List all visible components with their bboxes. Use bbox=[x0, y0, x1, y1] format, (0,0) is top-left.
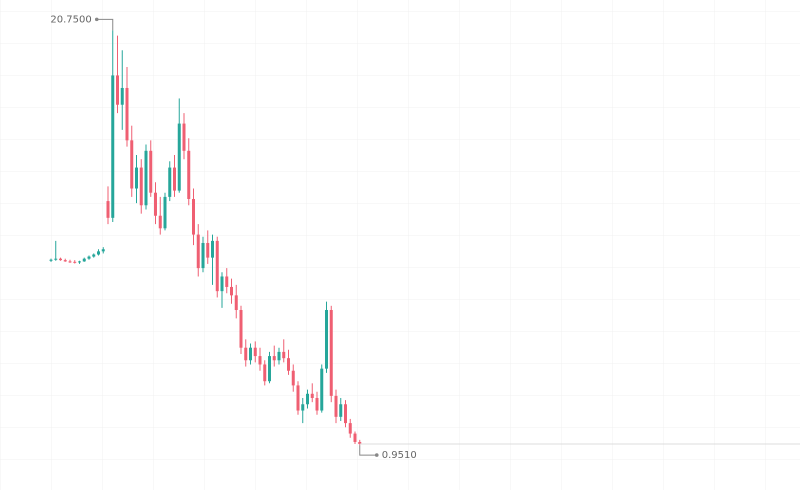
candle-body bbox=[258, 356, 262, 365]
candle-body bbox=[268, 356, 271, 382]
candle-body bbox=[339, 404, 343, 417]
candle-body bbox=[263, 364, 267, 382]
candle-body bbox=[101, 249, 105, 252]
candle-body bbox=[334, 395, 338, 417]
candle-body bbox=[239, 310, 243, 348]
candle-body bbox=[211, 240, 214, 258]
candle-body bbox=[301, 404, 305, 411]
candle-body bbox=[54, 258, 58, 260]
candle-body bbox=[296, 385, 300, 411]
candle-body bbox=[215, 240, 219, 292]
candle-body bbox=[325, 310, 328, 369]
candle-body bbox=[144, 150, 148, 206]
candle-body bbox=[315, 397, 319, 411]
candle-body bbox=[220, 276, 224, 292]
candle-body bbox=[73, 261, 77, 263]
candle-body bbox=[177, 123, 181, 191]
candle-body bbox=[201, 242, 205, 269]
low-dot bbox=[374, 453, 379, 457]
candle-body bbox=[168, 167, 172, 197]
candle-body bbox=[196, 234, 200, 269]
candle-body bbox=[49, 259, 53, 261]
candle-body bbox=[291, 370, 295, 386]
candle-body bbox=[87, 256, 91, 259]
candle-body bbox=[154, 192, 157, 216]
candle-body bbox=[244, 347, 248, 361]
candle-body bbox=[310, 393, 314, 398]
candle-body bbox=[59, 258, 62, 261]
candle-body bbox=[82, 258, 86, 262]
candle-body bbox=[125, 87, 129, 141]
candle-body bbox=[230, 286, 233, 296]
candle-body bbox=[106, 201, 110, 218]
candle-body bbox=[344, 404, 347, 424]
candle-body bbox=[97, 251, 100, 255]
candle-body bbox=[206, 242, 210, 258]
low-label: 0.9510 bbox=[382, 450, 417, 461]
candle-body bbox=[158, 215, 162, 229]
candle-body bbox=[120, 87, 124, 105]
high-marker bbox=[96, 18, 114, 31]
high-dot bbox=[94, 17, 99, 22]
candle-body bbox=[282, 351, 286, 359]
candle-body bbox=[272, 356, 276, 361]
candle-body bbox=[149, 150, 153, 193]
candle-body bbox=[173, 167, 176, 191]
candle-body bbox=[320, 368, 324, 411]
candle-body bbox=[329, 310, 333, 396]
candle-body bbox=[192, 198, 195, 235]
candle-body bbox=[277, 351, 281, 361]
candle-body bbox=[182, 123, 186, 151]
candle-body bbox=[78, 261, 81, 263]
candle-body bbox=[358, 441, 362, 445]
candle-body bbox=[348, 423, 352, 434]
candle-body bbox=[116, 75, 119, 105]
low-marker bbox=[359, 445, 377, 456]
candle-body bbox=[135, 167, 138, 189]
candle-body bbox=[68, 261, 72, 263]
high-label: 20.7500 bbox=[50, 14, 91, 25]
candle-body bbox=[163, 196, 167, 229]
candle-body bbox=[130, 140, 134, 189]
candle-body bbox=[234, 295, 238, 310]
candle-body bbox=[187, 150, 191, 199]
candle-body bbox=[92, 254, 96, 257]
candle-body bbox=[225, 276, 229, 287]
candle-body bbox=[306, 393, 309, 405]
candle-body bbox=[253, 347, 257, 357]
candle-body bbox=[111, 75, 115, 218]
candle-body bbox=[63, 260, 67, 262]
candle-body bbox=[139, 167, 143, 206]
candle-body bbox=[287, 358, 290, 371]
candle-body bbox=[249, 347, 252, 361]
candle-body bbox=[353, 433, 357, 442]
